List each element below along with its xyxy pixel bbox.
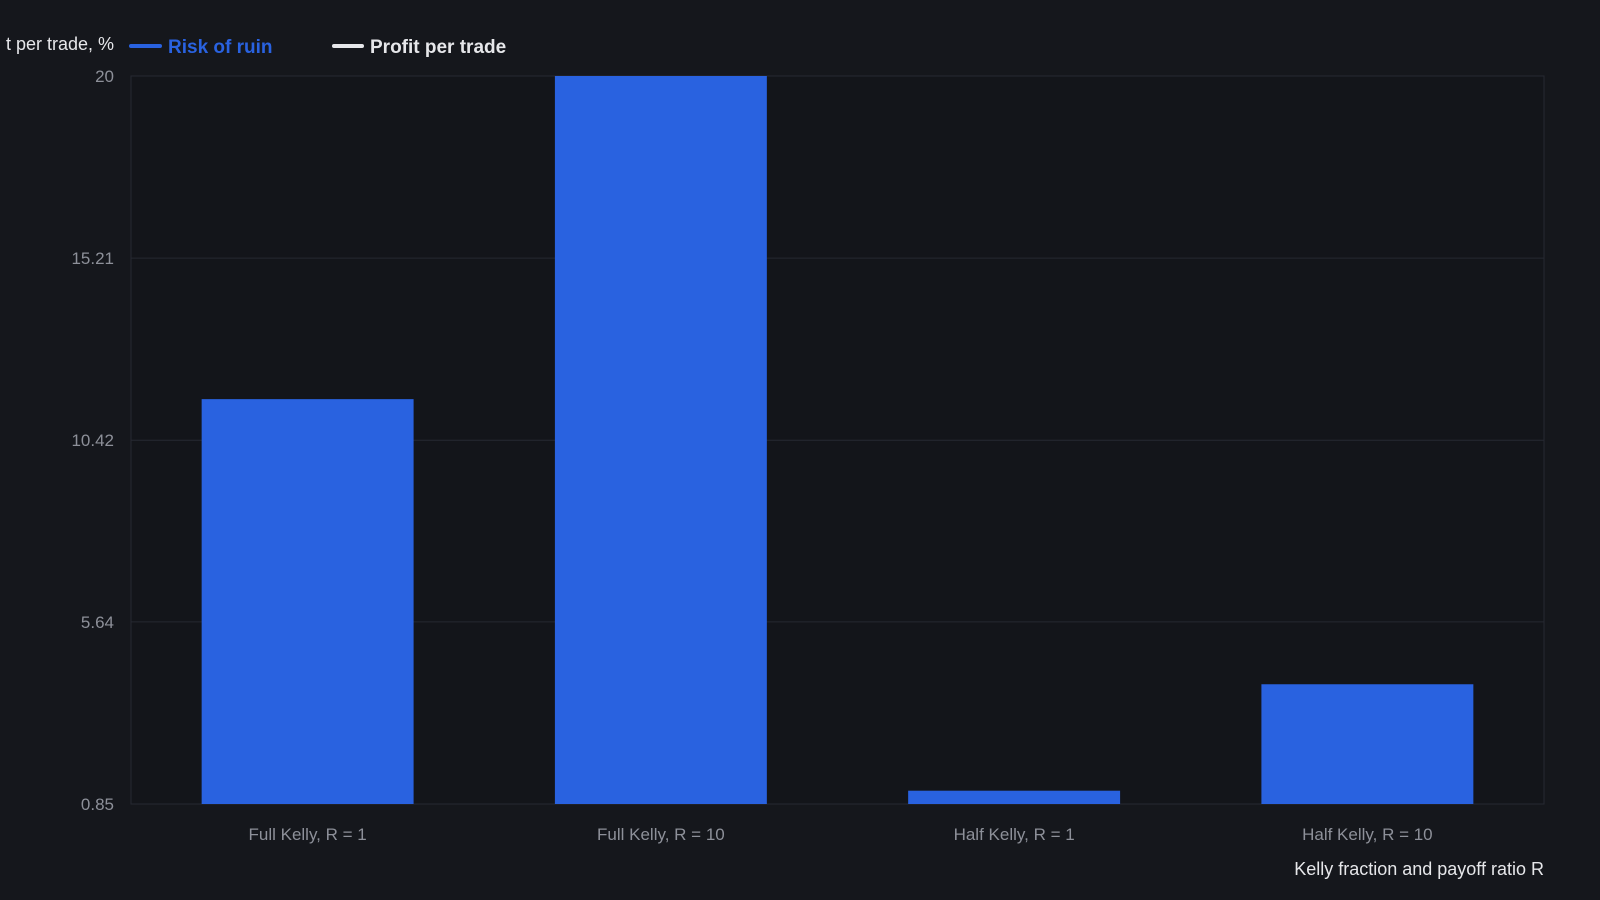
y-tick-label: 10.42: [71, 431, 114, 450]
x-tick-label: Full Kelly, R = 1: [248, 825, 366, 844]
x-tick-label: Full Kelly, R = 10: [597, 825, 725, 844]
bar[interactable]: [554, 76, 767, 804]
y-axis-title: t per trade, %: [6, 34, 114, 54]
x-axis-ticks: Full Kelly, R = 1 Full Kelly, R = 10 Half …: [248, 825, 1432, 844]
x-tick-label: Half Kelly, R = 1: [954, 825, 1075, 844]
bar[interactable]: [1261, 684, 1474, 804]
y-tick-label: 20: [95, 67, 114, 86]
bar[interactable]: [201, 399, 414, 804]
y-tick-label: 15.21: [71, 249, 114, 268]
y-tick-label: 5.64: [81, 613, 114, 632]
legend-item-risk-of-ruin[interactable]: Risk of ruin: [129, 37, 273, 58]
legend-item-profit-per-trade[interactable]: Profit per trade: [332, 37, 506, 58]
bar[interactable]: [908, 790, 1121, 804]
x-tick-label: Half Kelly, R = 10: [1302, 825, 1433, 844]
y-axis-ticks: 20 15.21 10.42 5.64 0.85: [71, 67, 114, 814]
legend: Risk of ruin Profit per trade: [129, 37, 506, 58]
x-axis-title: Kelly fraction and payoff ratio R: [1294, 859, 1544, 879]
legend-label-risk-of-ruin: Risk of ruin: [168, 37, 273, 58]
y-tick-label: 0.85: [81, 795, 114, 814]
bars: [201, 76, 1474, 804]
legend-label-profit-per-trade: Profit per trade: [370, 37, 506, 58]
